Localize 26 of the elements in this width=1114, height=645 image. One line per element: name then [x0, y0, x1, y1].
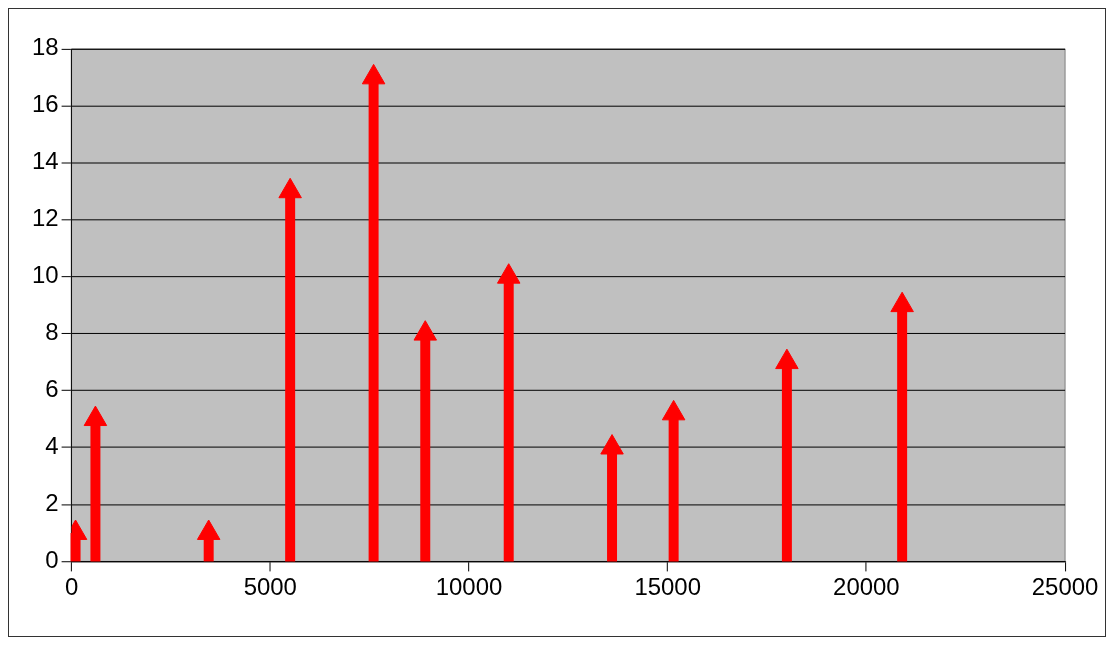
y-tick-label: 4 — [45, 432, 59, 460]
point — [278, 177, 302, 199]
point — [775, 348, 799, 370]
y-tick-label: 12 — [31, 204, 59, 232]
point — [83, 405, 108, 427]
point — [661, 399, 686, 421]
x-tick-label: 15000 — [634, 573, 701, 601]
point — [600, 434, 624, 455]
y-tick-label: 16 — [31, 90, 59, 118]
y-tick-label: 6 — [45, 375, 59, 403]
x-tick-label: 0 — [64, 573, 79, 601]
point — [196, 519, 221, 540]
y-tick-label: 10 — [31, 261, 59, 289]
point — [413, 320, 437, 341]
point — [890, 291, 914, 313]
y-tick-label: 2 — [45, 489, 59, 517]
x-tick-label: 10000 — [435, 573, 503, 601]
x-tick-label: 25000 — [1031, 573, 1099, 601]
point — [496, 263, 521, 284]
y-tick-label: 8 — [45, 318, 59, 346]
point — [361, 63, 386, 85]
y-tick-label: 18 — [31, 33, 59, 61]
y-tick-label: 14 — [31, 147, 59, 175]
x-tick-label: 20000 — [833, 573, 900, 601]
x-tick-label: 5000 — [243, 573, 297, 601]
y-tick-label: 0 — [45, 546, 59, 574]
